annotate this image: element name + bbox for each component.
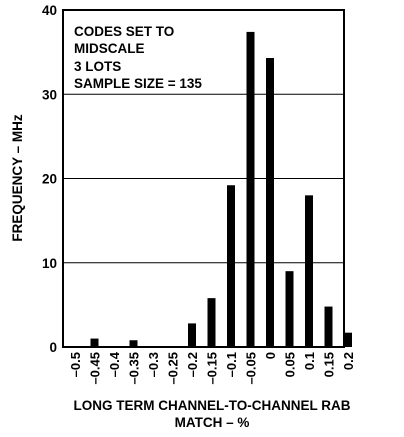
x-tick-label: –0.15 xyxy=(205,352,220,385)
x-tick-label: 0 xyxy=(263,352,278,359)
x-tick-label: –0.1 xyxy=(224,352,239,377)
bar-0.1 xyxy=(305,195,313,347)
x-tick-label: –0.4 xyxy=(107,351,122,377)
bar--0.2 xyxy=(188,323,196,347)
annotation-line-3: 3 LOTS xyxy=(74,59,121,74)
y-tick-label: 20 xyxy=(42,172,57,187)
x-tick-label: –0.3 xyxy=(146,352,161,377)
x-tick-label: 0.05 xyxy=(283,352,298,377)
x-tick-label: –0.5 xyxy=(68,352,83,377)
y-tick-labels: 0 10 20 30 40 xyxy=(42,3,57,355)
x-tick-label: –0.25 xyxy=(166,352,181,385)
x-axis-label-line-1: LONG TERM CHANNEL-TO-CHANNEL RAB xyxy=(74,398,351,413)
x-tick-label: 0.15 xyxy=(322,352,337,377)
bar--0.15 xyxy=(207,298,216,347)
bar--0.1 xyxy=(227,185,235,347)
x-tick-label: –0.2 xyxy=(185,352,200,377)
annotation-line-2: MIDSCALE xyxy=(74,41,145,56)
x-tick-label: –0.35 xyxy=(127,352,142,385)
annotation-line-4: SAMPLE SIZE = 135 xyxy=(74,76,202,91)
bar--0.05 xyxy=(246,31,255,348)
bar--0.45 xyxy=(90,338,99,347)
bars xyxy=(90,31,352,348)
x-tick-labels: –0.5 –0.45 –0.4 –0.35 –0.3 –0.25 –0.2 –0.15 –0.1… xyxy=(68,351,356,384)
y-tick-label: 0 xyxy=(49,340,57,355)
bar-0 xyxy=(266,58,274,348)
y-axis-label: FREQUENCY – MHz xyxy=(10,114,25,242)
bar--0.35 xyxy=(129,340,138,347)
plot-frame xyxy=(62,9,345,348)
x-axis-label-line-2: MATCH – % xyxy=(175,415,250,430)
bar-0.05 xyxy=(285,271,294,347)
bar-0.2 xyxy=(344,332,352,347)
y-tick-label: 40 xyxy=(42,3,57,18)
x-tick-label: 0.2 xyxy=(341,352,356,370)
x-tick-label: –0.05 xyxy=(244,352,259,385)
y-tick-label: 10 xyxy=(42,256,57,271)
x-tick-label: –0.45 xyxy=(88,352,103,385)
grid-lines xyxy=(63,93,344,264)
bar-0.15 xyxy=(324,306,333,347)
annotation-line-1: CODES SET TO xyxy=(74,24,174,39)
annotation: CODES SET TO MIDSCALE 3 LOTS SAMPLE SIZE… xyxy=(74,24,202,91)
y-tick-label: 30 xyxy=(42,87,57,102)
x-tick-label: 0.1 xyxy=(302,352,317,370)
